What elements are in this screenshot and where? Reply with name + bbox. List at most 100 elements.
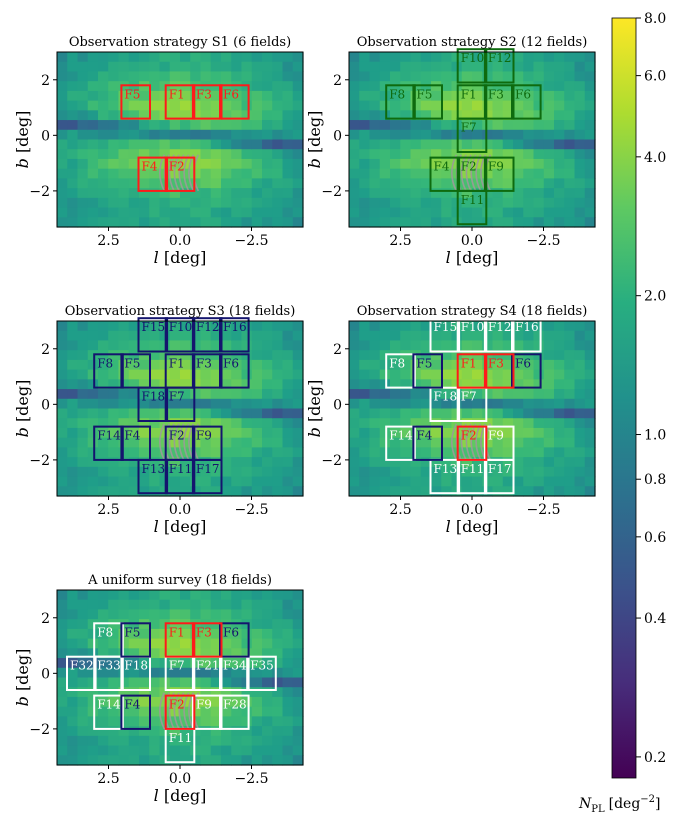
heatmap-cell: [533, 197, 545, 209]
heatmap-cell: [564, 340, 576, 351]
heatmap-cell: [118, 398, 130, 410]
heatmap-cell: [241, 590, 253, 601]
heatmap-cell: [231, 590, 243, 601]
heatmap-cell: [441, 389, 453, 400]
heatmap-cell: [492, 340, 504, 351]
heatmap-cell: [359, 139, 371, 150]
heatmap-cell: [292, 726, 304, 737]
heatmap-cell: [180, 129, 191, 141]
heatmap-cell: [180, 457, 191, 468]
heatmap-cell: [513, 330, 524, 342]
heatmap-cell: [513, 61, 524, 73]
heatmap-cell: [67, 217, 79, 228]
heatmap-cell: [272, 706, 284, 717]
heatmap-cell: [349, 71, 360, 82]
heatmap-cell: [221, 398, 232, 410]
heatmap-cell: [543, 100, 555, 111]
heatmap-cell: [221, 52, 232, 63]
heatmap-cell: [379, 90, 391, 102]
heatmap-cell: [169, 321, 181, 332]
heatmap-cell: [272, 350, 284, 361]
heatmap-cell: [574, 476, 586, 487]
heatmap-cell: [461, 110, 473, 121]
heatmap-cell: [251, 735, 263, 747]
heatmap-cell: [210, 359, 222, 371]
heatmap-cell: [554, 168, 565, 179]
heatmap-cell: [282, 90, 294, 102]
heatmap-cell: [77, 677, 89, 688]
heatmap-cell: [108, 687, 120, 698]
heatmap-cell: [251, 696, 263, 708]
heatmap-cell: [564, 466, 576, 478]
heatmap-cell: [108, 120, 120, 131]
heatmap-cell: [349, 330, 360, 342]
heatmap-cell: [369, 486, 381, 497]
heatmap-cell: [441, 71, 453, 82]
heatmap-cell: [292, 398, 304, 410]
heatmap-cell: [410, 52, 422, 63]
heatmap-cell: [221, 677, 232, 688]
field-label: F11: [169, 462, 193, 476]
heatmap-cell: [523, 447, 535, 458]
field-label: F32: [70, 659, 94, 673]
heatmap-cell: [200, 599, 212, 611]
heatmap-cell: [390, 427, 401, 439]
heatmap-cell: [282, 61, 294, 73]
heatmap-cell: [128, 129, 140, 141]
heatmap-cell: [369, 139, 381, 150]
heatmap-cell: [128, 398, 140, 410]
heatmap-cell: [272, 197, 284, 209]
heatmap-cell: [67, 408, 79, 419]
field-box: [456, 189, 488, 226]
heatmap-cell: [420, 447, 432, 458]
heatmap-cell: [139, 628, 150, 640]
heatmap-cell: [502, 379, 514, 390]
heatmap-cell: [523, 139, 535, 150]
heatmap-cell: [67, 716, 79, 727]
heatmap-cell: [139, 706, 150, 717]
heatmap-cell: [492, 168, 504, 179]
heatmap-cell: [431, 418, 442, 429]
heatmap-cell: [169, 188, 181, 199]
heatmap-cell: [543, 427, 555, 439]
y-axis-label: b [deg]: [305, 111, 324, 169]
heatmap-cell: [169, 466, 181, 478]
heatmap-cell: [128, 457, 140, 468]
heatmap-cell: [359, 437, 371, 448]
field-label: F4: [416, 429, 432, 443]
heatmap-cell: [210, 466, 222, 478]
heatmap-cell: [139, 447, 150, 458]
heatmap-cell: [420, 359, 432, 371]
heatmap-cell: [98, 706, 109, 717]
heatmap-cell: [400, 379, 412, 390]
heatmap-cell: [231, 178, 243, 189]
heatmap-cell: [231, 110, 243, 121]
heatmap-cell: [251, 149, 263, 160]
heatmap-cell: [513, 129, 524, 141]
heatmap-cell: [420, 418, 432, 429]
heatmap-cell: [77, 755, 89, 766]
heatmap-cell: [241, 726, 253, 737]
heatmap-cell: [431, 447, 442, 458]
heatmap-cell: [461, 350, 473, 361]
heatmap-cell: [390, 389, 401, 400]
field-box: [456, 353, 488, 389]
heatmap-cell: [108, 437, 120, 448]
heatmap-cell: [128, 706, 140, 717]
heatmap-cell: [482, 340, 494, 351]
heatmap-cell: [87, 466, 99, 478]
heatmap-cell: [369, 330, 381, 342]
heatmap-cell: [564, 139, 576, 150]
heatmap-cell: [251, 466, 263, 478]
field-box: [191, 694, 223, 730]
field-label: F7: [461, 121, 477, 135]
heatmap-cell: [149, 178, 161, 189]
heatmap-cell: [472, 457, 483, 468]
heatmap-cell: [87, 168, 99, 179]
heatmap-cell: [67, 350, 79, 361]
heatmap-cell: [77, 427, 89, 439]
heatmap-cell: [262, 687, 273, 698]
heatmap-cell: [292, 619, 304, 630]
heatmap-cell: [523, 207, 535, 218]
